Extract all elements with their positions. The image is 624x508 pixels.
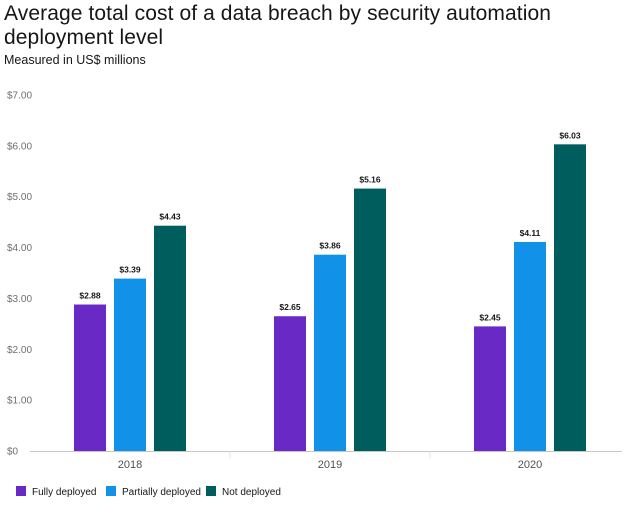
legend-swatch: [106, 486, 116, 496]
y-tick-label: $3.00: [7, 294, 32, 305]
bar-value-label: $4.43: [159, 212, 181, 222]
bar-value-label: $2.45: [479, 312, 501, 322]
x-tick-label: 2019: [318, 459, 342, 471]
bar-fully-deployed: [74, 304, 106, 451]
bar-fully-deployed: [474, 326, 506, 451]
legend-label: Not deployed: [222, 487, 281, 498]
bar-not-deployed: [354, 188, 386, 451]
y-tick-label: $5.00: [7, 192, 32, 203]
bar-value-label: $2.88: [79, 291, 101, 301]
chart-subtitle: Measured in US$ millions: [4, 53, 146, 67]
y-tick-label: $7.00: [7, 91, 32, 102]
y-tick-label: $0: [7, 447, 19, 458]
legend-label: Fully deployed: [32, 487, 96, 498]
bar-value-label: $6.03: [559, 130, 581, 140]
y-tick-label: $1.00: [7, 396, 32, 407]
bar-value-label: $5.16: [359, 175, 381, 185]
y-tick-label: $6.00: [7, 141, 32, 152]
x-tick-label: 2020: [518, 459, 542, 471]
bar-value-label: $2.65: [279, 302, 301, 312]
bar-value-label: $4.11: [520, 228, 541, 238]
bar-partially-deployed: [514, 241, 546, 451]
bar-partially-deployed: [114, 278, 146, 451]
legend-swatch: [16, 486, 26, 496]
y-tick-label: $2.00: [7, 345, 32, 356]
bar-partially-deployed: [314, 254, 346, 451]
y-tick-label: $4.00: [7, 243, 32, 254]
bar-value-label: $3.86: [319, 241, 341, 251]
bar-not-deployed: [154, 225, 186, 451]
x-tick-label: 2018: [118, 459, 142, 471]
bar-value-label: $3.39: [119, 265, 141, 275]
legend-swatch: [206, 486, 216, 496]
bar-not-deployed: [554, 144, 586, 451]
bar-fully-deployed: [274, 316, 306, 451]
legend-label: Partially deployed: [122, 487, 201, 498]
chart-title: Average total cost of a data breach by s…: [4, 2, 552, 49]
